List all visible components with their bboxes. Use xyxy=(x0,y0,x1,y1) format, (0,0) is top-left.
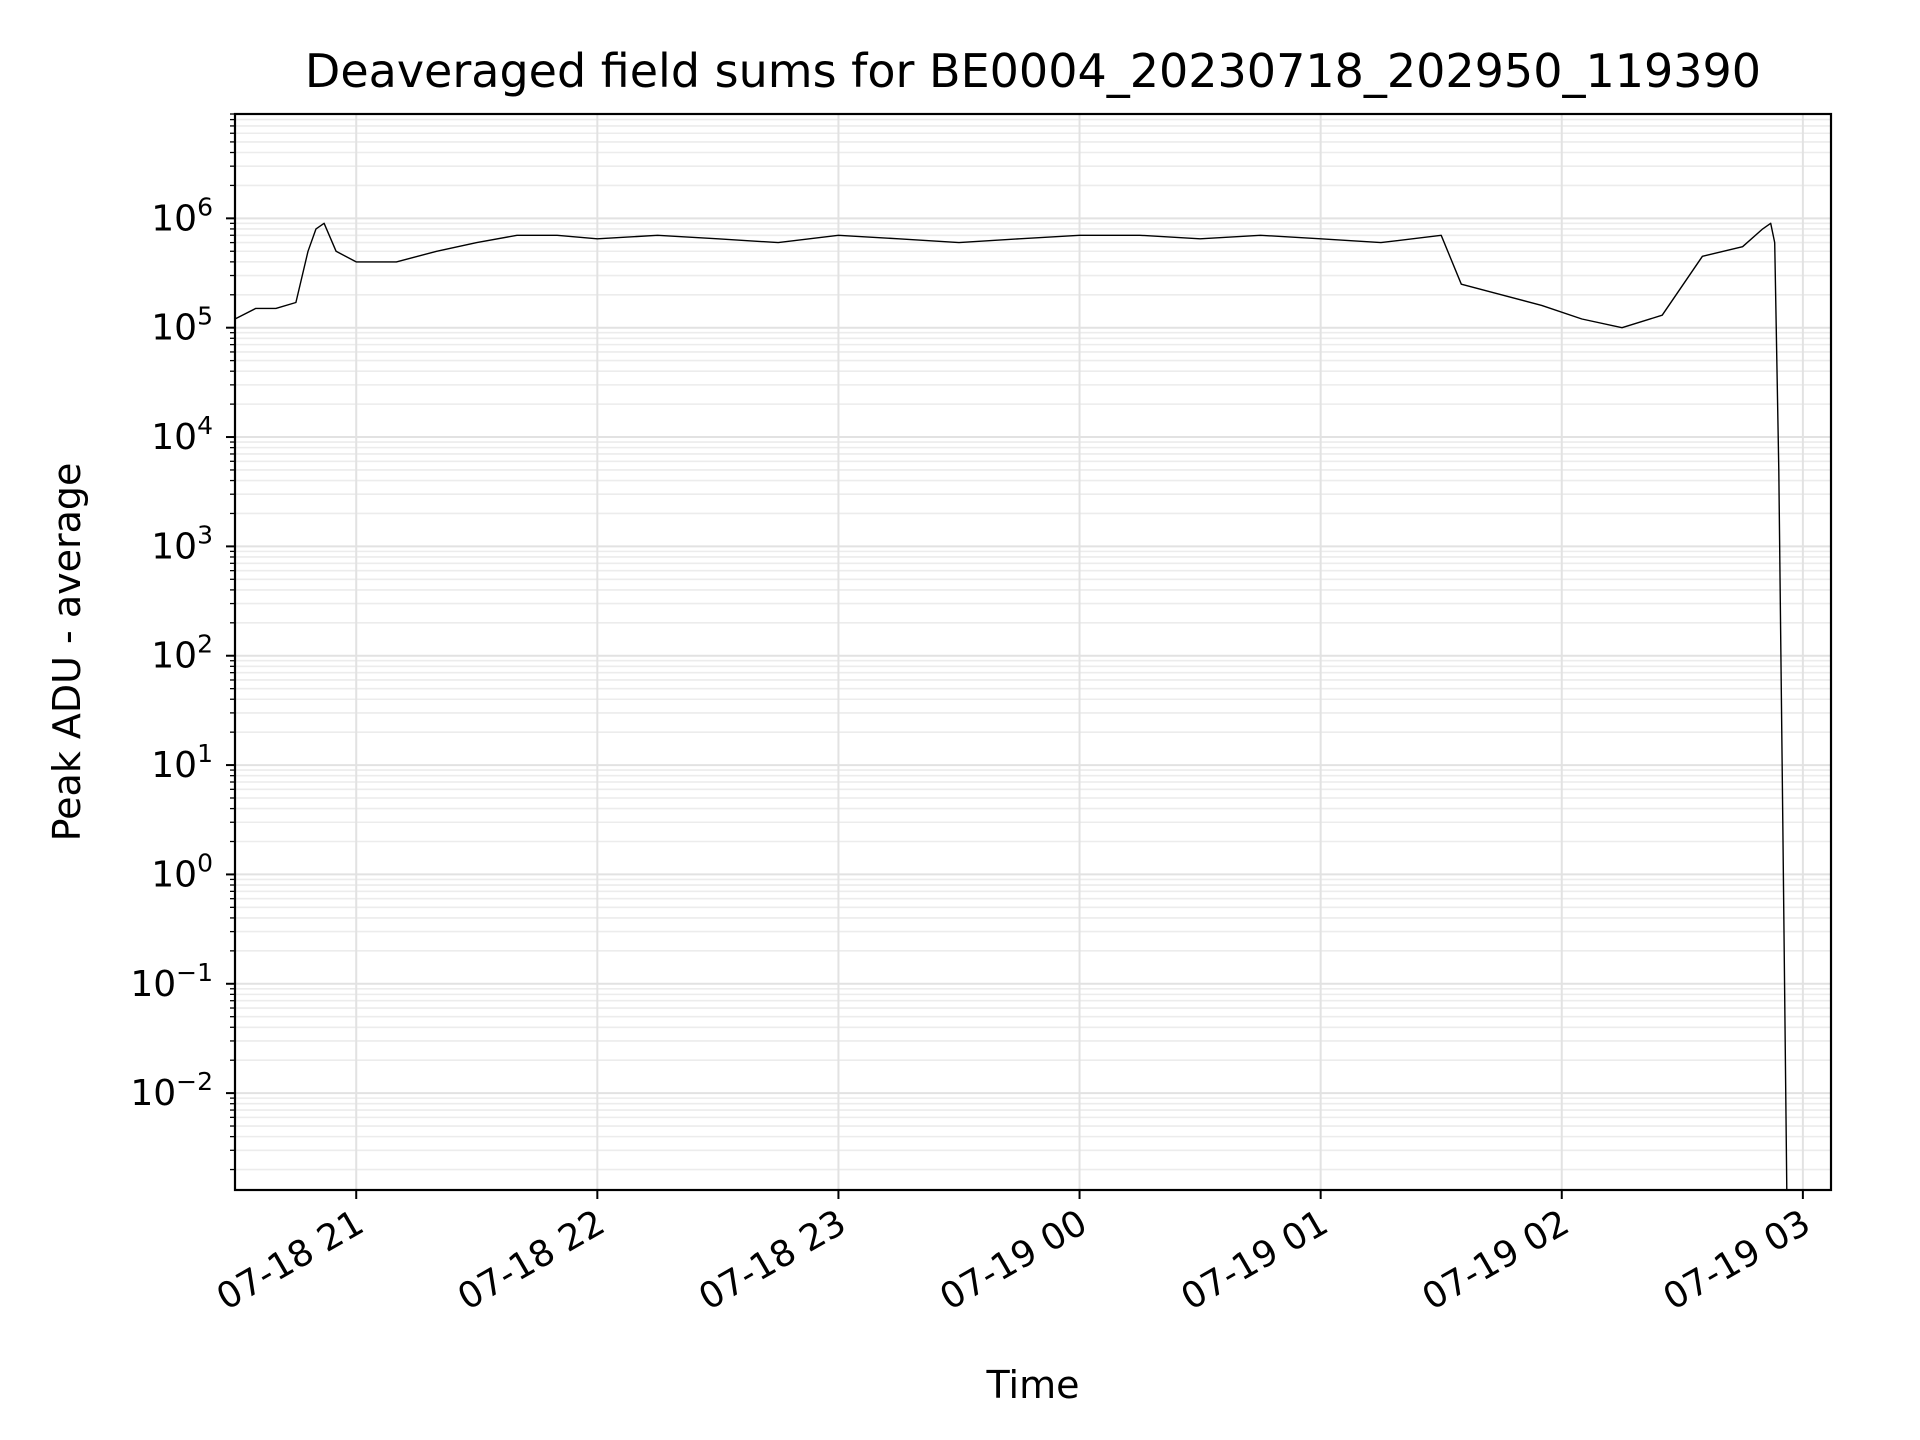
y-tick-label: 102 xyxy=(151,630,213,677)
series-line xyxy=(234,222,1788,1191)
x-axis: 07-18 21 07-18 22 07-18 23 07-19 00 07-19 01… xyxy=(210,1190,1817,1319)
y-axis-label: Peak ADU - average xyxy=(45,463,89,842)
x-tick-label: 07-19 01 xyxy=(1174,1202,1335,1318)
x-tick-label: 07-18 21 xyxy=(210,1202,371,1318)
x-tick-label: 07-19 03 xyxy=(1657,1202,1818,1318)
x-tick-label: 07-19 00 xyxy=(933,1202,1094,1318)
x-tick-label: 07-18 22 xyxy=(451,1202,612,1318)
chart-title: Deaveraged field sums for BE0004_2023071… xyxy=(305,44,1761,98)
y-tick-label: 103 xyxy=(151,520,213,567)
y-axis: 106 105 104 103 102 101 100 10−1 10−2 xyxy=(130,113,235,1171)
y-tick-label: 100 xyxy=(151,848,213,895)
x-tick-label: 07-19 02 xyxy=(1416,1202,1577,1318)
y-tick-label: 106 xyxy=(151,192,213,239)
y-tick-label: 10−2 xyxy=(130,1067,213,1114)
y-tick-label: 105 xyxy=(151,302,213,349)
y-tick-label: 104 xyxy=(151,411,213,458)
y-tick-label: 10−1 xyxy=(130,958,213,1005)
x-tick-label: 07-18 23 xyxy=(692,1202,853,1318)
grid xyxy=(235,113,1831,1190)
plot-frame xyxy=(233,112,1833,1192)
y-tick-label: 101 xyxy=(151,739,213,786)
x-axis-label: Time xyxy=(986,1363,1080,1407)
